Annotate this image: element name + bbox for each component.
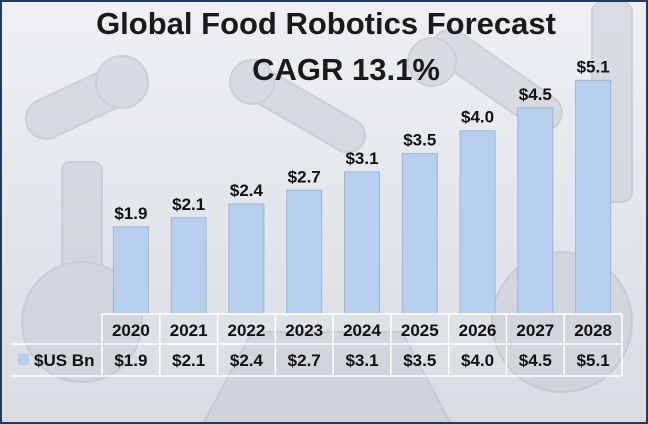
table-value-2025: $3.5	[403, 351, 436, 370]
bar-2022	[228, 203, 265, 315]
data-label-2027: $4.5	[519, 85, 552, 104]
table-value-2023: $2.7	[288, 351, 321, 370]
data-table: $US Bn 2020 $1.9 2021 $2.1 2022 $2.4 2023 $2.7 2…	[10, 313, 623, 377]
data-label-2028: $5.1	[577, 57, 610, 76]
data-label-2022: $2.4	[230, 181, 264, 200]
chart-title: Global Food Robotics Forecast	[96, 6, 556, 41]
bar-2021	[170, 217, 207, 315]
data-label-2023: $2.7	[288, 167, 321, 186]
table-value-2020: $1.9	[114, 351, 147, 370]
chart-subtitle: CAGR 13.1%	[252, 52, 440, 87]
bar-2023	[286, 189, 323, 315]
bar-2027	[517, 107, 554, 315]
category-label-2025: 2025	[401, 321, 439, 340]
bar-2028	[575, 79, 612, 315]
category-label-2021: 2021	[170, 321, 208, 340]
bar-2026	[459, 130, 496, 315]
category-label-2022: 2022	[228, 321, 266, 340]
table-value-2022: $2.4	[230, 351, 264, 370]
data-label-2026: $4.0	[461, 108, 494, 127]
bar-2024	[344, 171, 380, 315]
category-label-2020: 2020	[112, 321, 150, 340]
bar-data-labels: $1.9 $2.1 $2.4 $2.7 $3.1 $3.5 $4.0 $4.5 $5.1	[114, 57, 609, 223]
data-label-2021: $2.1	[172, 195, 205, 214]
table-value-2027: $4.5	[519, 351, 552, 370]
category-label-2027: 2027	[516, 321, 554, 340]
table-value-2026: $4.0	[461, 351, 494, 370]
bars-group	[112, 79, 612, 315]
category-label-2028: 2028	[574, 321, 612, 340]
category-label-2023: 2023	[285, 321, 323, 340]
table-value-2028: $5.1	[577, 351, 610, 370]
bar-2020	[112, 226, 149, 315]
data-label-2024: $3.1	[345, 149, 378, 168]
data-label-2020: $1.9	[114, 204, 147, 223]
data-label-2025: $3.5	[403, 131, 436, 150]
bar-2025	[401, 153, 438, 315]
table-value-2021: $2.1	[172, 351, 205, 370]
category-label-2024: 2024	[343, 321, 381, 340]
category-label-2026: 2026	[459, 321, 497, 340]
table-row-label: $US Bn	[34, 351, 94, 370]
legend-swatch	[18, 354, 29, 365]
table-value-2024: $3.1	[345, 351, 378, 370]
